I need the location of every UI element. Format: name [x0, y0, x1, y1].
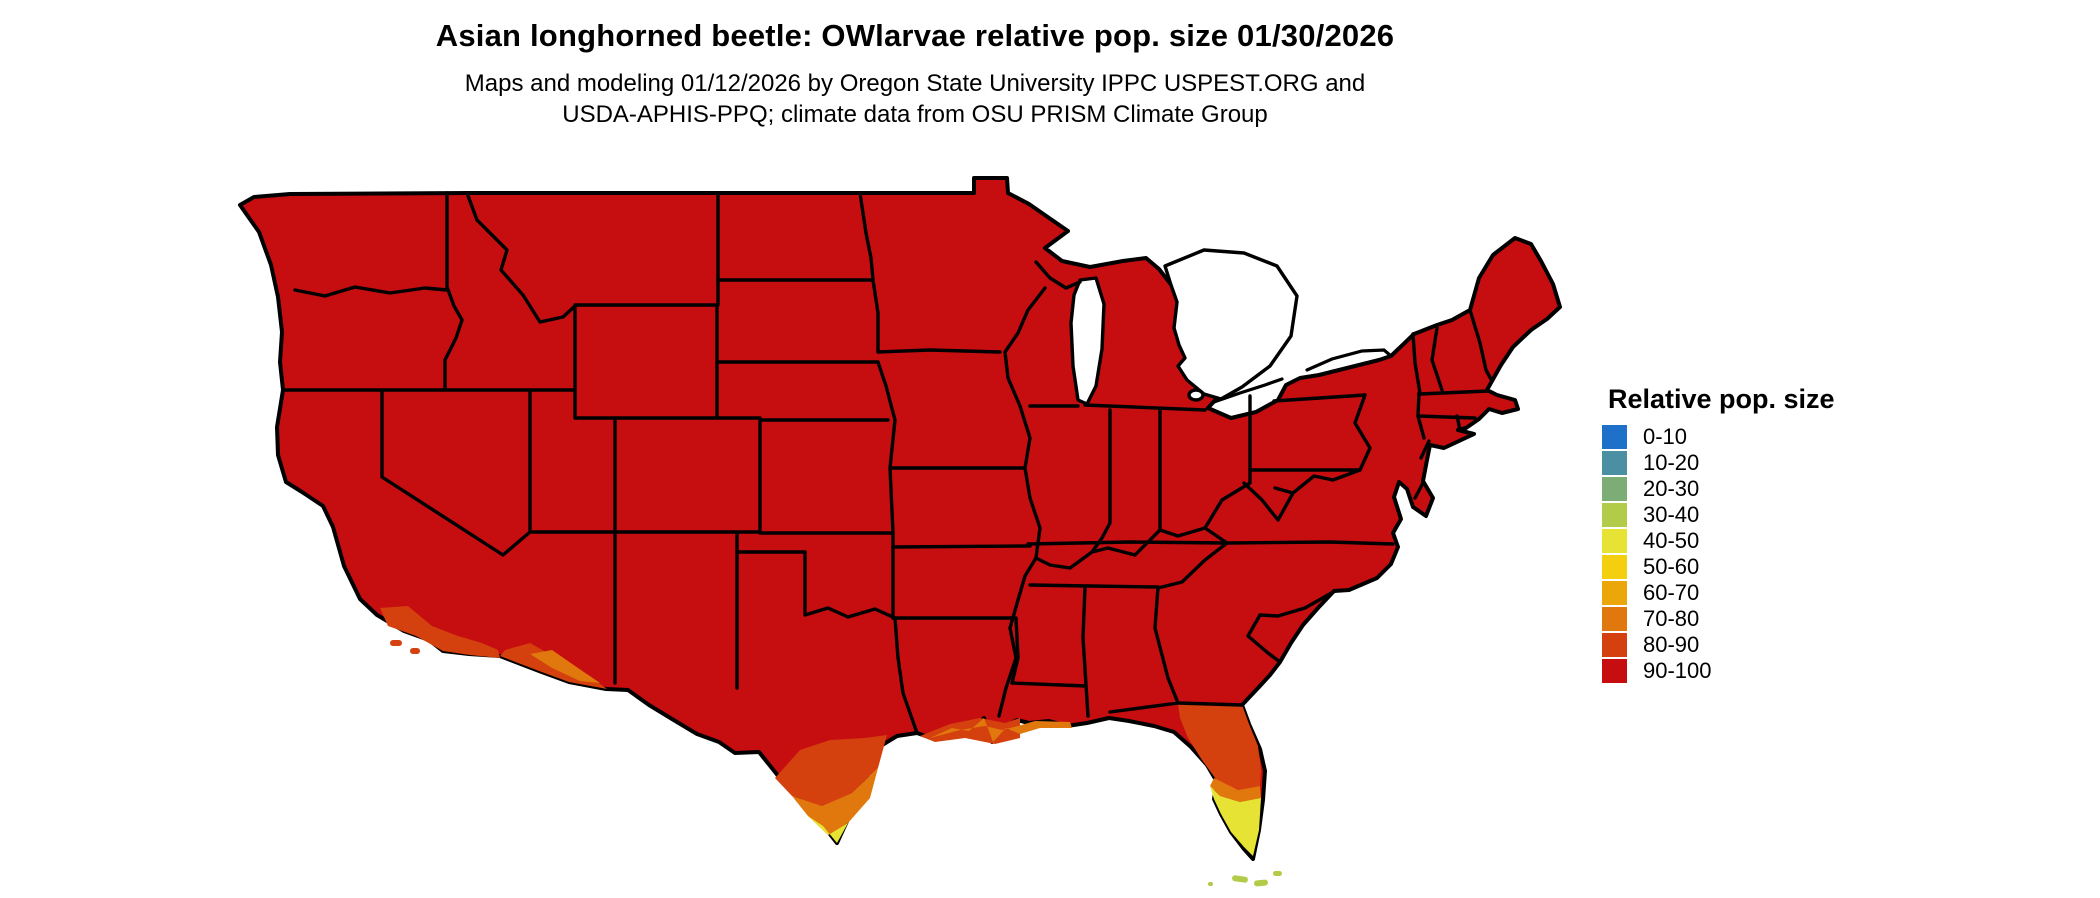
patch-south-texas-80-90	[775, 735, 887, 806]
legend-row: 80-90	[1602, 632, 1835, 658]
patch-south-texas-70-80	[792, 768, 878, 835]
state-borders-mississippi-river	[997, 286, 1047, 718]
legend-swatch	[1602, 477, 1627, 501]
shaded-patches	[380, 606, 1282, 887]
patch-texas-tip-40-50	[808, 816, 848, 843]
legend-label: 80-90	[1643, 632, 1700, 657]
legend-swatch	[1602, 425, 1627, 449]
legend-label: 70-80	[1643, 606, 1700, 631]
legend-row: 0-10	[1602, 424, 1835, 450]
legend-label: 0-10	[1643, 424, 1688, 449]
legend-row: 90-100	[1602, 658, 1835, 684]
lake-ontario-north-shore	[1305, 348, 1393, 372]
state-borders-northeast	[1242, 308, 1494, 522]
legend-label: 90-100	[1643, 658, 1712, 683]
legend-swatch	[1602, 607, 1627, 631]
legend-rows: 0-10 10-20 20-30 30-40 40-50 50-60 60-70	[1602, 424, 1835, 684]
page-subtitle: Maps and modeling 01/12/2026 by Oregon S…	[0, 68, 1830, 130]
legend-label: 20-30	[1643, 476, 1700, 501]
us-landmass	[238, 176, 1562, 861]
legend-label: 30-40	[1643, 502, 1700, 527]
legend-row: 30-40	[1602, 502, 1835, 528]
legend-row: 10-20	[1602, 450, 1835, 476]
patch-florida-keys-30-40	[1208, 871, 1282, 887]
state-borders-west	[281, 191, 919, 735]
patch-south-california-80-90	[380, 606, 500, 658]
great-lakes	[1069, 248, 1393, 406]
legend-label: 50-60	[1643, 554, 1700, 579]
subtitle-line-1: Maps and modeling 01/12/2026 by Oregon S…	[464, 70, 1366, 97]
patch-channel-island-2	[410, 648, 420, 654]
legend-label: 10-20	[1643, 450, 1700, 475]
legend-swatch	[1602, 503, 1627, 527]
us-map-svg	[238, 176, 1562, 887]
legend-row: 60-70	[1602, 580, 1835, 606]
legend-label: 60-70	[1643, 580, 1700, 605]
patch-louisiana-70-80	[930, 718, 1072, 742]
legend-swatch	[1602, 633, 1627, 657]
legend-row: 70-80	[1602, 606, 1835, 632]
legend-title: Relative pop. size	[1608, 384, 1835, 414]
state-borders-plains	[715, 191, 1088, 688]
subtitle-line-2: USDA-APHIS-PPQ; climate data from OSU PR…	[562, 101, 1268, 128]
legend: Relative pop. size 0-10 10-20 20-30 30-4…	[1602, 384, 1835, 684]
legend-row: 40-50	[1602, 528, 1835, 554]
patch-channel-island-1	[390, 640, 402, 646]
legend-label: 40-50	[1643, 528, 1700, 553]
lake-erie-north-shore	[1212, 377, 1284, 404]
legend-row: 50-60	[1602, 554, 1835, 580]
state-borders	[281, 191, 1494, 735]
lake-huron	[1163, 248, 1299, 401]
legend-row: 20-30	[1602, 476, 1835, 502]
legend-swatch	[1602, 581, 1627, 605]
patch-south-florida-40-50	[1210, 786, 1261, 856]
legend-swatch	[1602, 555, 1627, 579]
lake-st-clair	[1187, 388, 1205, 402]
patch-arizona-70-80	[530, 650, 600, 683]
state-borders-midwest-south	[1026, 260, 1395, 718]
us-choropleth-map	[230, 138, 1590, 893]
legend-swatch	[1602, 451, 1627, 475]
patch-north-florida-80-90	[1178, 704, 1261, 790]
legend-swatch	[1602, 529, 1627, 553]
title-block: Asian longhorned beetle: OWlarvae relati…	[0, 0, 1830, 130]
patch-central-florida-70-80	[1210, 778, 1261, 802]
page-title: Asian longhorned beetle: OWlarvae relati…	[435, 18, 1395, 53]
legend-swatch	[1602, 659, 1627, 683]
